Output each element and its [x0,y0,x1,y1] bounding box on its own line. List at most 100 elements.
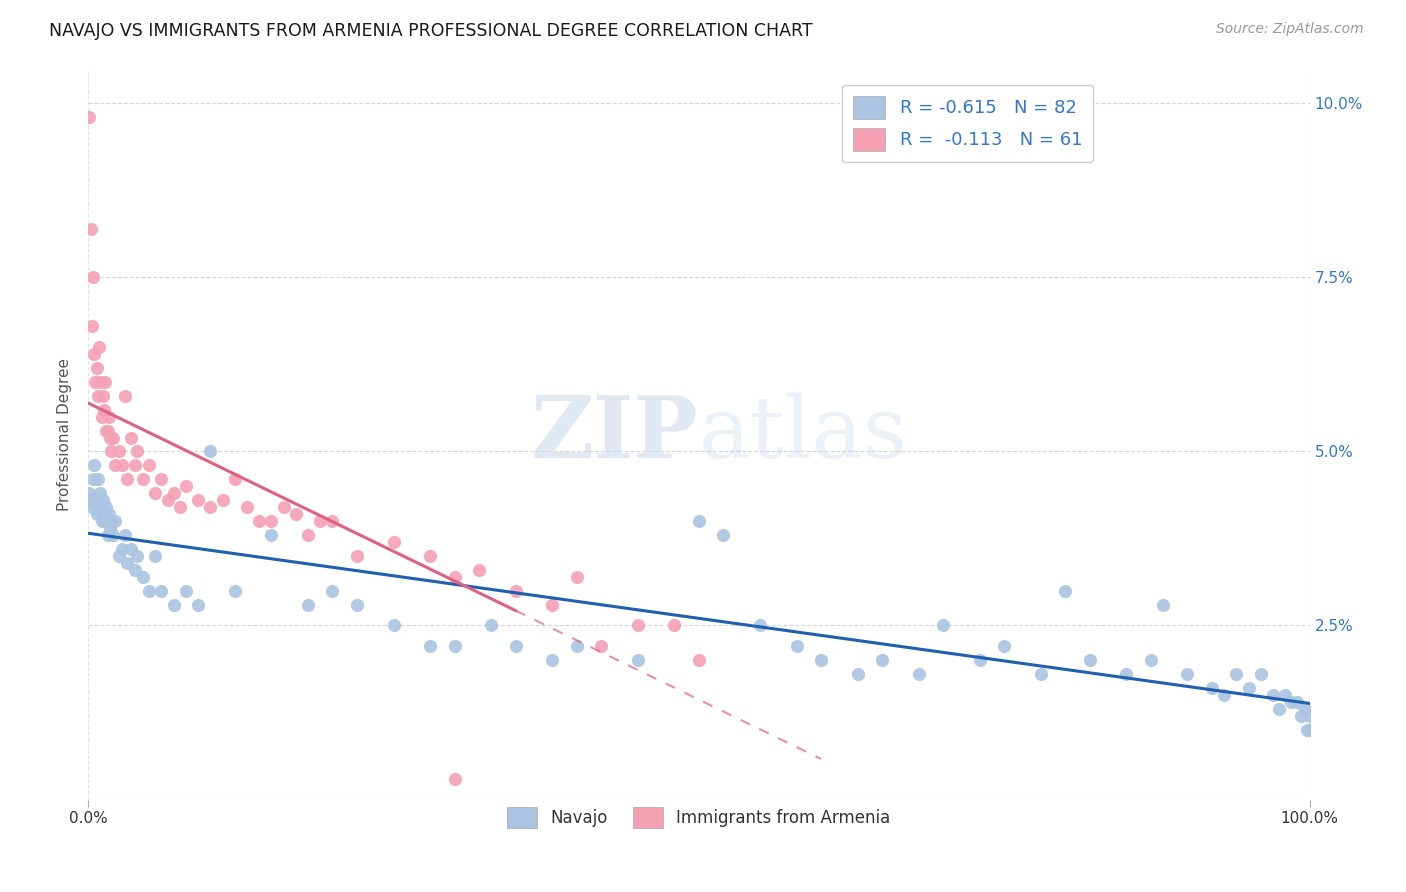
Point [120,541,142,556]
Point [346,598,368,612]
Text: ZIP: ZIP [531,392,699,476]
Point [79,110,101,124]
Point [688,514,710,528]
Point [247,514,270,528]
Point [90,514,112,528]
Point [309,514,332,528]
Point [97,528,120,542]
Point [993,640,1015,654]
Point [1078,653,1101,667]
Point [120,430,142,444]
Point [125,549,148,563]
Point [505,640,527,654]
Point [1279,695,1302,709]
Point [87,389,110,403]
Point [321,514,343,528]
Point [321,583,343,598]
Point [98,430,121,444]
Point [89,486,111,500]
Point [664,618,686,632]
Point [124,563,146,577]
Point [100,444,122,458]
Point [89,500,111,515]
Point [1298,723,1320,737]
Point [174,583,197,598]
Point [541,598,564,612]
Point [846,667,869,681]
Point [97,409,120,424]
Point [1294,702,1316,716]
Point [505,583,527,598]
Point [1261,688,1284,702]
Point [1296,723,1319,737]
Point [260,514,283,528]
Point [80,500,103,515]
Point [86,360,108,375]
Point [143,486,166,500]
Point [627,618,650,632]
Point [443,772,465,786]
Point [132,472,155,486]
Point [80,319,103,334]
Point [786,640,808,654]
Point [1177,667,1199,681]
Legend: Navajo, Immigrants from Armenia: Navajo, Immigrants from Armenia [501,800,897,835]
Point [211,493,233,508]
Point [93,507,115,521]
Point [79,486,101,500]
Point [907,667,929,681]
Text: atlas: atlas [699,392,908,475]
Point [111,541,134,556]
Point [82,270,104,285]
Point [1268,702,1291,716]
Point [150,472,173,486]
Point [90,409,112,424]
Point [297,598,319,612]
Point [114,528,136,542]
Point [124,458,146,473]
Point [200,444,222,458]
Point [97,507,120,521]
Point [174,479,197,493]
Point [273,500,295,515]
Point [96,424,118,438]
Point [200,500,222,515]
Point [115,472,138,486]
Point [86,507,108,521]
Point [382,535,405,549]
Text: NAVAJO VS IMMIGRANTS FROM ARMENIA PROFESSIONAL DEGREE CORRELATION CHART: NAVAJO VS IMMIGRANTS FROM ARMENIA PROFES… [49,22,813,40]
Point [101,528,124,542]
Point [169,500,191,515]
Point [541,653,564,667]
Point [382,618,405,632]
Point [1115,667,1137,681]
Point [107,444,129,458]
Point [79,221,101,235]
Point [1140,653,1163,667]
Point [114,389,136,403]
Point [870,653,893,667]
Point [89,375,111,389]
Point [97,424,120,438]
Point [932,618,955,632]
Point [87,472,110,486]
Point [132,570,155,584]
Point [84,375,107,389]
Point [1237,681,1260,695]
Point [1029,667,1052,681]
Point [419,640,441,654]
Point [224,583,246,598]
Point [83,347,105,361]
Point [1289,709,1312,723]
Point [479,618,502,632]
Point [1274,688,1296,702]
Point [443,640,465,654]
Point [93,402,115,417]
Point [1298,709,1320,723]
Point [419,549,441,563]
Point [94,375,117,389]
Point [96,500,118,515]
Point [565,570,588,584]
Point [98,521,121,535]
Point [111,458,134,473]
